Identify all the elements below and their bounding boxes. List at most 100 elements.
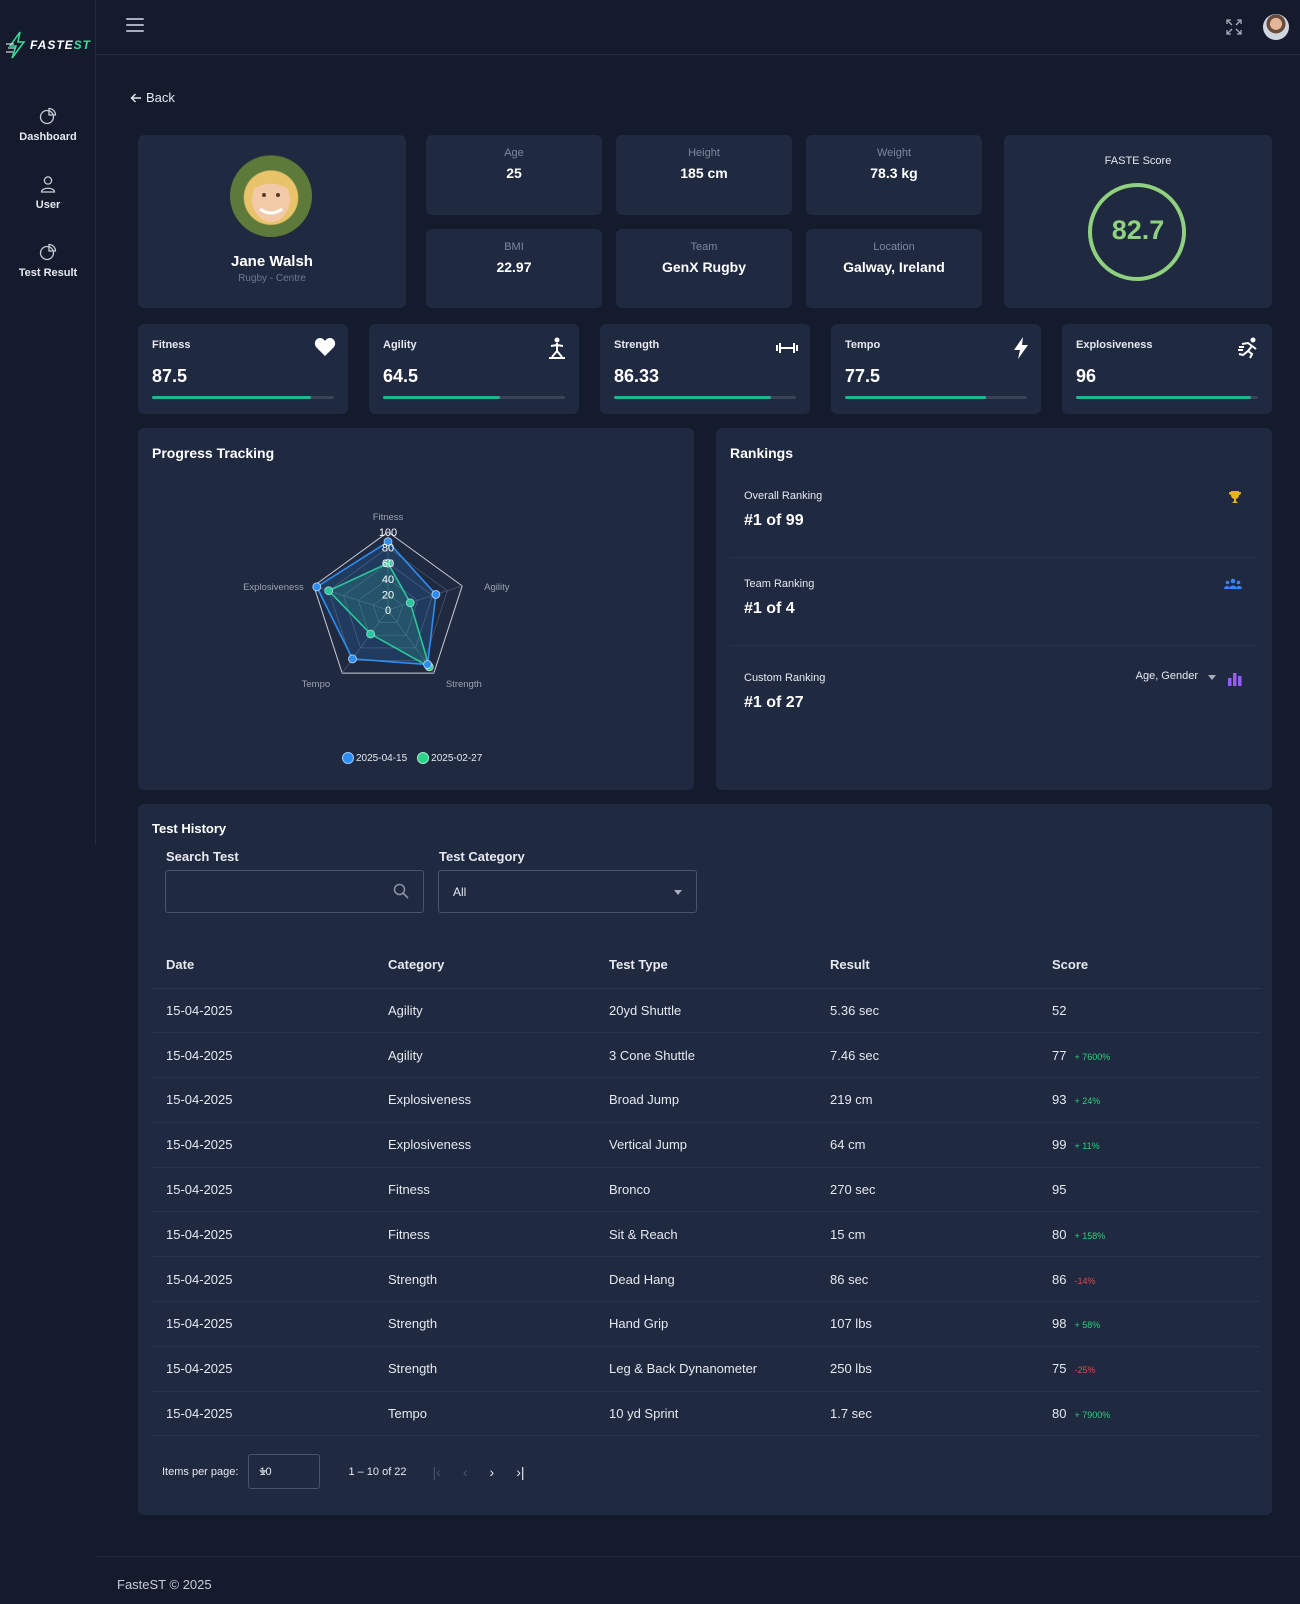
table-row[interactable]: 15-04-2025 Strength Hand Grip 107 lbs 98 + 58…	[152, 1301, 1260, 1347]
cell-score: 80 + 7900%	[1038, 1391, 1260, 1437]
radar-grid-ring	[343, 562, 433, 649]
items-per-page-select[interactable]: 10	[248, 1454, 321, 1489]
test-category-select[interactable]: All	[438, 870, 697, 913]
cell-category: Fitness	[374, 1211, 595, 1258]
back-link[interactable]: Back	[130, 90, 175, 105]
last-page-icon[interactable]: ›|	[516, 1463, 525, 1480]
metric-card-agility: Agility 64.5	[369, 324, 579, 414]
runner-icon	[1238, 337, 1257, 359]
legend-item-series-1[interactable]: 2025-04-15	[342, 752, 407, 764]
cell-date: 15-04-2025	[152, 1301, 374, 1347]
ranking-label: Overall Ranking	[744, 490, 823, 502]
radar-data-point	[383, 537, 393, 547]
stat-label: Location	[873, 241, 915, 253]
score-change-badge: + 24%	[1074, 1096, 1101, 1107]
stat-value: 25	[506, 165, 522, 181]
table-row[interactable]: 15-04-2025 Agility 20yd Shuttle 5.36 sec 52	[152, 988, 1260, 1034]
stat-label: Age	[504, 147, 524, 159]
cell-test-type: 3 Cone Shuttle	[595, 1032, 816, 1079]
previous-page-icon[interactable]: ‹	[462, 1463, 468, 1480]
stat-label: BMI	[504, 241, 524, 253]
next-page-icon[interactable]: ›	[489, 1463, 495, 1480]
metric-progress-fill	[1076, 396, 1251, 399]
radar-axis-line	[387, 585, 463, 611]
rankings-title: Rankings	[730, 445, 794, 461]
footer-copyright: FasteST © 2025	[117, 1577, 212, 1592]
test-category-label: Test Category	[439, 849, 525, 864]
bolt-icon	[1014, 337, 1028, 359]
metric-value: 86.33	[614, 366, 660, 386]
stat-label: Height	[688, 147, 720, 159]
first-page-icon[interactable]: |‹	[432, 1463, 441, 1480]
cell-date: 15-04-2025	[152, 1211, 374, 1258]
table-row[interactable]: 15-04-2025 Agility 3 Cone Shuttle 7.46 sec 7…	[152, 1032, 1260, 1079]
table-row[interactable]: 15-04-2025 Strength Dead Hang 86 sec 86 -14%	[152, 1256, 1260, 1303]
menu-icon[interactable]	[126, 18, 144, 36]
cell-result: 270 sec	[816, 1167, 1038, 1213]
test-category-value: All	[453, 885, 467, 899]
stat-value: 185 cm	[680, 165, 728, 181]
score-change-badge: -14%	[1074, 1275, 1096, 1286]
cell-date: 15-04-2025	[152, 1167, 374, 1213]
radar-series-area	[327, 562, 431, 669]
sidebar-item-test-result[interactable]: Test Result	[0, 243, 96, 279]
radar-axis-label: Strength	[446, 679, 482, 690]
column-header-result[interactable]: Result	[816, 942, 1038, 989]
cell-score: 77 + 7600%	[1038, 1032, 1260, 1079]
stat-card-location: Location Galway, Ireland	[806, 229, 982, 308]
cell-score: 86 -14%	[1038, 1256, 1260, 1303]
radar-tick-label: 60	[382, 558, 394, 570]
metric-card-explosiveness: Explosiveness 96	[1062, 324, 1272, 414]
column-header-test-type[interactable]: Test Type	[595, 942, 816, 989]
metric-progress-fill	[845, 396, 987, 399]
metric-label: Tempo	[845, 339, 881, 351]
stat-card-height: Height 185 cm	[616, 135, 792, 215]
top-bar	[96, 0, 1300, 55]
radar-tick-label: 40	[382, 574, 394, 586]
table-row[interactable]: 15-04-2025 Fitness Bronco 270 sec 95	[152, 1167, 1260, 1213]
column-header-category[interactable]: Category	[374, 942, 595, 989]
column-header-score[interactable]: Score	[1038, 942, 1260, 989]
search-test-input[interactable]	[166, 871, 423, 912]
avatar[interactable]	[1263, 14, 1289, 40]
metric-value: 96	[1076, 366, 1097, 386]
radar-data-point	[405, 598, 415, 608]
bolt-logo-icon	[6, 31, 26, 59]
cell-result: 1.7 sec	[816, 1391, 1038, 1437]
table-body: 15-04-2025 Agility 20yd Shuttle 5.36 sec 52 1…	[152, 988, 1260, 1437]
search-icon[interactable]	[393, 883, 409, 899]
custom-ranking-filter-select[interactable]: Age, Gender	[1135, 670, 1198, 682]
score-value: 77	[1052, 1047, 1067, 1063]
metric-progress-fill	[383, 396, 501, 399]
score-change-badge: + 7900%	[1074, 1410, 1111, 1421]
score-change-badge: + 158%	[1074, 1230, 1106, 1241]
footer: FasteST © 2025	[96, 1556, 1300, 1604]
metric-progress-fill	[614, 396, 772, 399]
table-row[interactable]: 15-04-2025 Fitness Sit & Reach 15 cm 80 + 158…	[152, 1211, 1260, 1258]
metric-value: 64.5	[383, 366, 419, 386]
column-header-date[interactable]: Date	[152, 942, 374, 989]
radar-data-point	[423, 659, 433, 669]
score-change-badge: -25%	[1074, 1365, 1096, 1376]
radar-tick-label: 0	[385, 605, 391, 617]
table-row[interactable]: 15-04-2025 Strength Leg & Back Dynanometer…	[152, 1346, 1260, 1392]
table-row[interactable]: 15-04-2025 Explosiveness Broad Jump 219 cm 9…	[152, 1077, 1260, 1123]
sidebar-item-user[interactable]: User	[0, 175, 96, 211]
table-row[interactable]: 15-04-2025 Explosiveness Vertical Jump 64 c…	[152, 1122, 1260, 1168]
chevron-down-icon[interactable]	[1208, 675, 1216, 680]
cell-category: Strength	[374, 1346, 595, 1392]
radar-axis-label: Explosiveness	[243, 582, 304, 593]
score-value: 86	[1052, 1271, 1067, 1287]
fullscreen-icon[interactable]	[1226, 19, 1242, 35]
radar-axis-label: Fitness	[373, 512, 404, 523]
athlete-name: Jane Walsh	[231, 253, 313, 270]
score-value: 80	[1052, 1406, 1067, 1422]
table-row[interactable]: 15-04-2025 Tempo 10 yd Sprint 1.7 sec 80 + 79…	[152, 1391, 1260, 1437]
sidebar-item-dashboard[interactable]: Dashboard	[0, 107, 96, 143]
cell-date: 15-04-2025	[152, 1077, 374, 1123]
brand-logo[interactable]: FASTEST	[6, 28, 96, 62]
cell-score: 95	[1038, 1167, 1260, 1213]
radar-data-point	[431, 589, 441, 599]
rankings-card: Rankings Overall Ranking #1 of 99 Team R…	[716, 428, 1272, 790]
legend-item-series-2[interactable]: 2025-02-27	[417, 752, 482, 764]
